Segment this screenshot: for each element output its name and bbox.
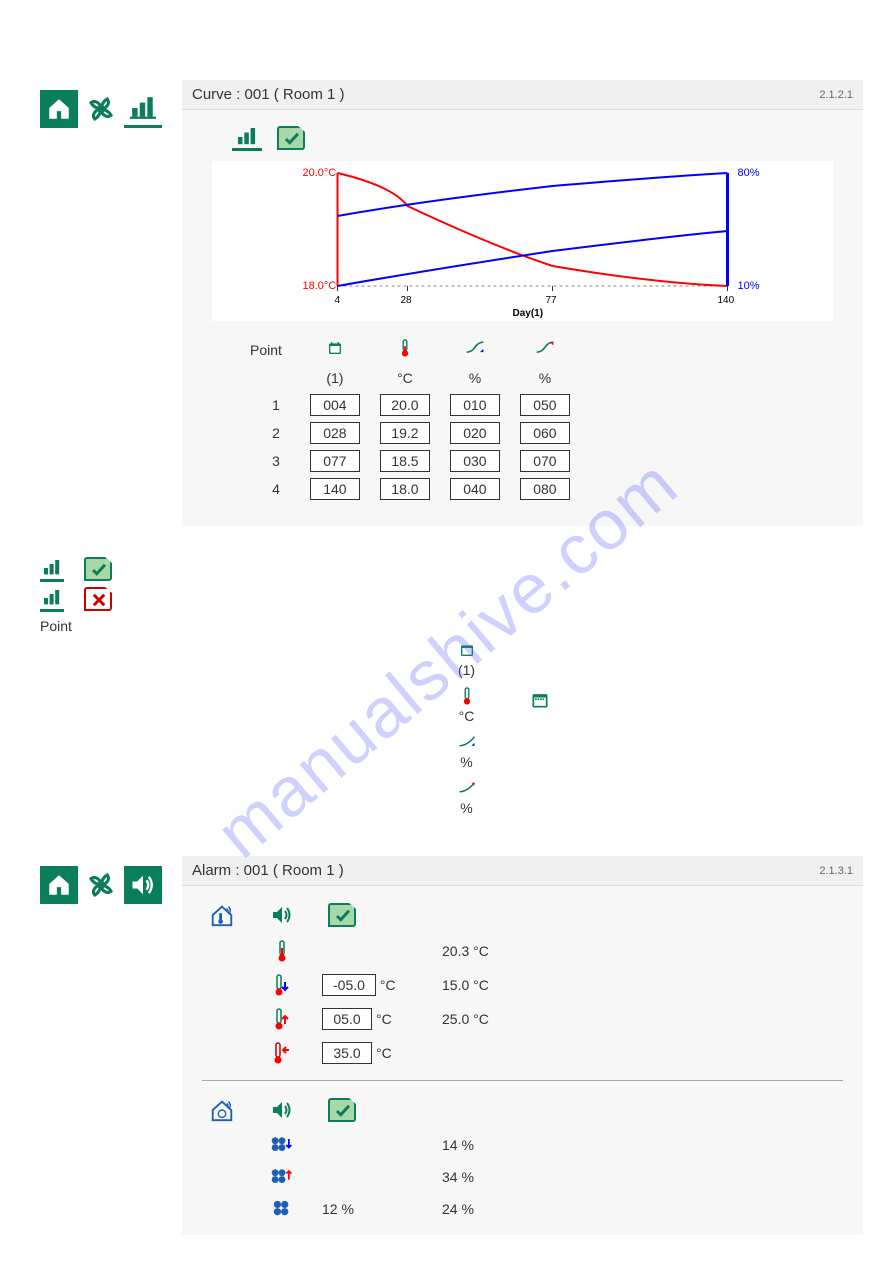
chart-yrlabel-bottom: 10% — [738, 280, 760, 292]
fan-val1: 12 % — [322, 1201, 354, 1217]
thermometer-high-icon — [262, 1008, 302, 1030]
day-input[interactable]: 028 — [310, 422, 360, 444]
curve-ref: 2.1.2.1 — [819, 89, 853, 101]
day-input[interactable]: 077 — [310, 450, 360, 472]
pct1-input[interactable]: 030 — [450, 450, 500, 472]
temp-high-input[interactable]: 05.0 — [322, 1008, 372, 1030]
col-day-icon — [310, 337, 360, 362]
temp-low-result: 15.0 °C — [442, 977, 542, 993]
pct2-input[interactable]: 070 — [520, 450, 570, 472]
fan-val2: 24 % — [442, 1201, 542, 1217]
thermometer-icon — [262, 940, 302, 962]
table-row: 4 140 18.0 040 080 — [242, 478, 570, 500]
barchart-icon — [40, 556, 64, 582]
curve-table: Point (1) °C % % 1 — [222, 331, 823, 506]
temp-input[interactable]: 20.0 — [380, 394, 430, 416]
confirm-icon[interactable] — [277, 126, 305, 150]
alarm-title: Alarm : 001 ( Room 1 ) — [192, 862, 344, 879]
temp-input[interactable]: 19.2 — [380, 422, 430, 444]
house-fan-alarm-icon — [202, 1097, 242, 1123]
svg-text:4: 4 — [335, 295, 341, 306]
temp-input[interactable]: 18.5 — [380, 450, 430, 472]
col-pct1-icon — [450, 337, 500, 362]
home-icon[interactable] — [40, 866, 78, 904]
temp-input[interactable]: 18.0 — [380, 478, 430, 500]
temp-abs-input[interactable]: 35.0 — [322, 1042, 372, 1064]
day-input[interactable]: 140 — [310, 478, 360, 500]
barchart-icon — [40, 586, 64, 612]
col-pct2-icon — [520, 337, 570, 362]
temp-low-input[interactable]: -05.0 — [322, 974, 376, 996]
chart-yrlabel-top: 80% — [738, 167, 760, 179]
table-row: 2 028 19.2 020 060 — [242, 422, 570, 444]
thermometer-icon — [457, 686, 477, 706]
curve-title: Curve : 001 ( Room 1 ) — [192, 86, 345, 103]
chart-ylabel-bottom: 18.0°C — [303, 280, 337, 292]
fan-low: 14 % — [442, 1137, 542, 1153]
barchart-icon[interactable] — [232, 125, 262, 151]
temp-current: 20.3 °C — [442, 943, 542, 959]
calendar-icon — [457, 640, 477, 660]
fan-high: 34 % — [442, 1169, 542, 1185]
svg-text:140: 140 — [718, 295, 735, 306]
home-icon[interactable] — [40, 90, 78, 128]
alarm-ref: 2.1.3.1 — [819, 865, 853, 877]
table-row: 1 004 20.0 010 050 — [242, 394, 570, 416]
speaker-icon[interactable] — [262, 903, 302, 927]
fan-icon[interactable] — [82, 90, 120, 128]
speaker-icon[interactable] — [124, 866, 162, 904]
svg-text:28: 28 — [401, 295, 413, 306]
table-row: 3 077 18.5 030 070 — [242, 450, 570, 472]
confirm-icon[interactable] — [328, 903, 356, 927]
pct1-input[interactable]: 010 — [450, 394, 500, 416]
curve-chart: 20.0°C 18.0°C 80% 10% — [212, 161, 833, 321]
svg-text:77: 77 — [546, 295, 558, 306]
thermometer-low-icon — [262, 974, 302, 996]
legend-point-label: Point — [40, 618, 893, 634]
fan-low-icon — [262, 1135, 302, 1155]
fan-high-icon — [262, 1167, 302, 1187]
pct2-input[interactable]: 080 — [520, 478, 570, 500]
pct2-input[interactable]: 060 — [520, 422, 570, 444]
barchart-icon[interactable] — [124, 90, 162, 128]
confirm-icon[interactable] — [328, 1098, 356, 1122]
col-point: Point — [242, 337, 290, 362]
day-input[interactable]: 004 — [310, 394, 360, 416]
pct1-input[interactable]: 020 — [450, 422, 500, 444]
pct2-input[interactable]: 050 — [520, 394, 570, 416]
pct1-input[interactable]: 040 — [450, 478, 500, 500]
col-temp-icon — [380, 337, 430, 362]
curve-up-icon — [457, 778, 477, 798]
speaker-icon[interactable] — [262, 1098, 302, 1122]
svg-text:Day(1): Day(1) — [513, 308, 544, 319]
thermometer-abs-icon — [262, 1042, 302, 1064]
fan-icon[interactable] — [82, 866, 120, 904]
fan-icon — [262, 1199, 302, 1219]
calendar-icon — [530, 690, 550, 713]
temp-high-result: 25.0 °C — [442, 1011, 542, 1027]
house-temp-alarm-icon — [202, 902, 242, 928]
chart-ylabel-top: 20.0°C — [303, 167, 337, 179]
reject-icon — [84, 587, 112, 611]
confirm-icon — [84, 557, 112, 581]
curve-down-icon — [457, 732, 477, 752]
